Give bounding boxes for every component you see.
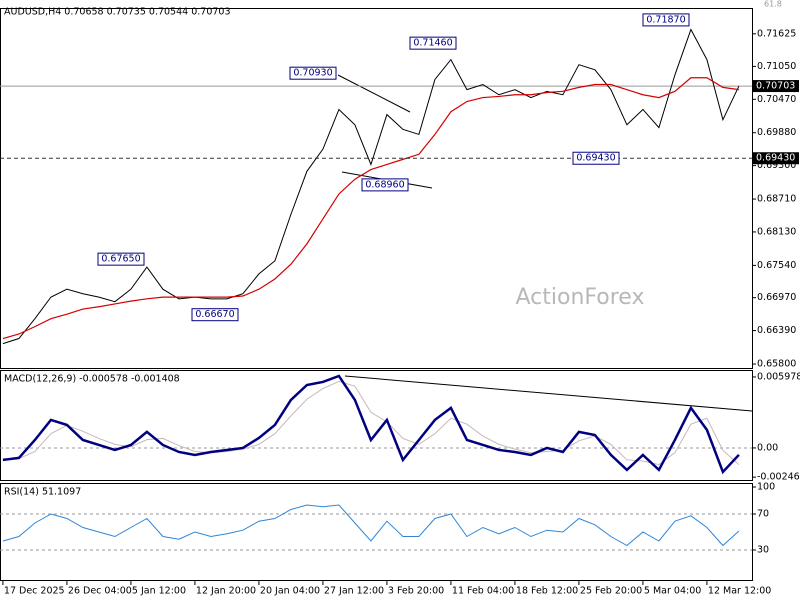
rsi-panel xyxy=(0,483,753,581)
price-panel xyxy=(0,8,753,369)
y-tick-label: 0.70470 xyxy=(757,94,796,105)
annotation-label: 0.71460 xyxy=(413,38,452,49)
y-tick-label: 30 xyxy=(757,545,769,556)
series-line xyxy=(2,28,740,345)
y-tick-label: 0.66970 xyxy=(757,292,796,303)
annotation-box xyxy=(289,66,337,80)
y-tick-label: 0.00 xyxy=(757,442,778,453)
macd-panel xyxy=(0,370,753,481)
annotation-label: 0.67650 xyxy=(101,254,140,265)
y-tick-label: 0.69300 xyxy=(757,160,796,171)
current-price-label: 0.70703 xyxy=(756,81,795,92)
support-label: 0.69430 xyxy=(756,153,795,164)
y-tick-label: 0.65800 xyxy=(757,359,796,370)
y-tick-label: 0.66390 xyxy=(757,325,796,336)
y-tick-label: 0.68130 xyxy=(757,226,796,237)
annotation-box xyxy=(97,252,145,266)
series-line xyxy=(2,504,740,547)
panel-title: RSI(14) 51.1097 xyxy=(4,487,81,498)
watermark: ActionForex xyxy=(516,285,645,310)
x-tick-label: 12 Jan 20:00 xyxy=(196,586,256,597)
current-price-box xyxy=(753,80,799,93)
annotation-label: 0.68960 xyxy=(365,179,404,190)
annotation-box xyxy=(572,151,620,165)
x-tick-label: 5 Mar 04:00 xyxy=(644,586,701,597)
series-line xyxy=(2,380,740,466)
y-tick-label: 0.67540 xyxy=(757,260,796,271)
x-tick-label: 25 Feb 20:00 xyxy=(580,586,642,597)
y-tick-label: 0.005978 xyxy=(757,371,800,382)
annotation-box xyxy=(361,178,409,192)
x-tick-label: 17 Dec 2025 xyxy=(4,586,65,597)
x-tick-label: 5 Jan 12:00 xyxy=(132,586,186,597)
y-tick-label: 0.68710 xyxy=(757,194,796,205)
annotation-label: 0.70930 xyxy=(293,68,332,79)
x-tick-label: 18 Feb 12:00 xyxy=(516,586,578,597)
panel-title: AUDUSD,H4 0.70658 0.70735 0.70544 0.7070… xyxy=(4,7,231,18)
x-tick-label: 3 Feb 20:00 xyxy=(388,586,444,597)
x-tick-label: 27 Jan 12:00 xyxy=(324,586,384,597)
panel-title: MACD(12,26,9) -0.000578 -0.001408 xyxy=(4,374,180,385)
trendline xyxy=(344,375,753,412)
x-tick-label: 26 Dec 04:00 xyxy=(68,586,132,597)
y-tick-label: 70 xyxy=(757,509,769,520)
y-tick-label: 0.71050 xyxy=(757,61,796,72)
fib-label: 61.8 xyxy=(764,0,782,9)
y-tick-label: 0.71625 xyxy=(757,28,796,39)
x-tick-label: 12 Mar 12:00 xyxy=(708,586,771,597)
y-tick-label: 0.69880 xyxy=(757,127,796,138)
annotation-box xyxy=(409,36,457,50)
annotation-label: 0.69430 xyxy=(576,153,615,164)
annotation-label: 0.71870 xyxy=(646,14,685,25)
annotation-box xyxy=(642,13,690,27)
x-tick-label: 11 Feb 04:00 xyxy=(452,586,514,597)
support-box xyxy=(753,152,799,165)
annotation-box xyxy=(191,308,239,322)
trendline xyxy=(337,74,411,113)
series-line xyxy=(2,374,740,475)
series-line xyxy=(2,77,739,340)
y-tick-label: 100 xyxy=(757,482,775,493)
y-tick-label: -0.00246 xyxy=(757,472,800,483)
x-tick-label: 20 Jan 04:00 xyxy=(260,586,320,597)
annotation-label: 0.66670 xyxy=(195,309,234,320)
